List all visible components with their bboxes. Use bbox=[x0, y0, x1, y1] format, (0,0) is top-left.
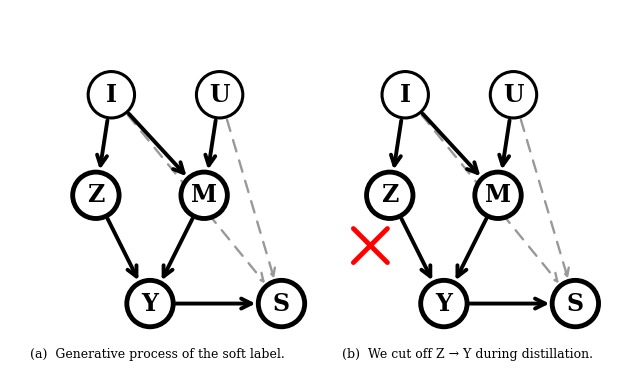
Text: I: I bbox=[106, 83, 117, 107]
Text: M: M bbox=[485, 183, 511, 207]
Text: I: I bbox=[399, 83, 411, 107]
Text: Z: Z bbox=[381, 183, 399, 207]
Circle shape bbox=[196, 71, 243, 118]
Text: U: U bbox=[209, 83, 230, 107]
Circle shape bbox=[127, 280, 173, 327]
Text: S: S bbox=[567, 292, 584, 316]
Circle shape bbox=[490, 71, 537, 118]
Circle shape bbox=[420, 280, 467, 327]
Circle shape bbox=[181, 172, 227, 219]
Text: (b)  We cut off Z → Y during distillation.: (b) We cut off Z → Y during distillation… bbox=[342, 349, 593, 361]
Text: Y: Y bbox=[141, 292, 159, 316]
Text: Z: Z bbox=[87, 183, 104, 207]
Text: Y: Y bbox=[435, 292, 452, 316]
Circle shape bbox=[88, 71, 134, 118]
Text: (a)  Generative process of the soft label.: (a) Generative process of the soft label… bbox=[30, 349, 285, 361]
Circle shape bbox=[552, 280, 598, 327]
Text: S: S bbox=[273, 292, 290, 316]
Text: U: U bbox=[503, 83, 524, 107]
Circle shape bbox=[259, 280, 305, 327]
Circle shape bbox=[382, 71, 428, 118]
Circle shape bbox=[73, 172, 119, 219]
Text: M: M bbox=[191, 183, 217, 207]
Circle shape bbox=[367, 172, 413, 219]
Circle shape bbox=[475, 172, 521, 219]
